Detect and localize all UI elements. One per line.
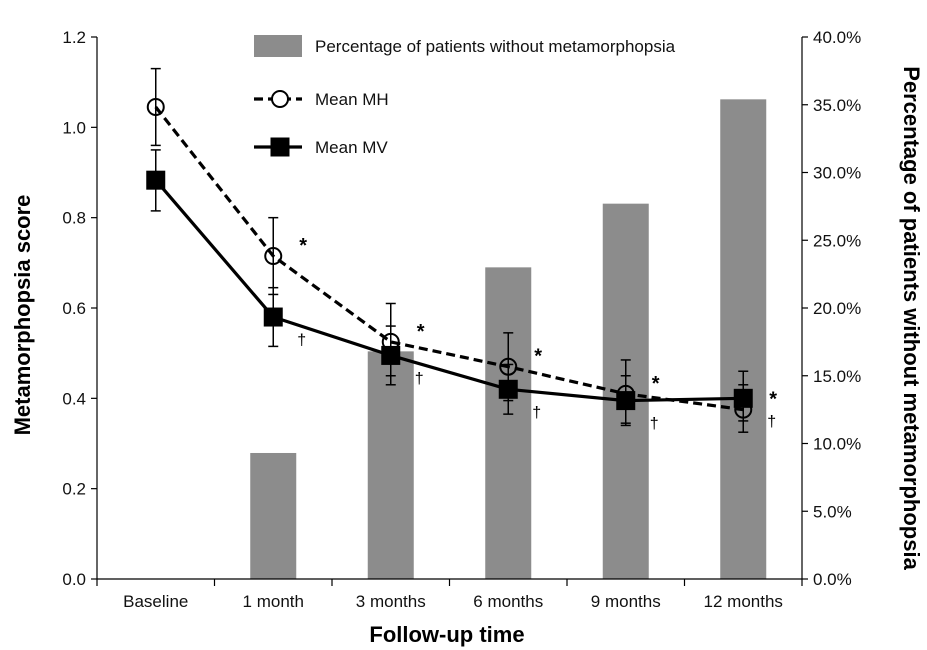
bar-5 xyxy=(720,99,767,579)
significance-0-4: * xyxy=(652,373,660,395)
y-right-tick-label-0: 0.0% xyxy=(813,570,852,589)
series-line-1 xyxy=(154,179,744,403)
significance-1-2: † xyxy=(415,370,424,387)
x-tick-label-4: 9 months xyxy=(591,592,661,611)
legend-mh-marker xyxy=(271,90,289,108)
y-left-tick-label-0: 0.0 xyxy=(62,570,86,589)
y-left-tick-label-4: 0.8 xyxy=(62,209,86,228)
y-axis-right-title: Percentage of patients without metamorph… xyxy=(899,66,924,570)
bar-3 xyxy=(485,267,532,579)
x-tick-label-1: 1 month xyxy=(243,592,304,611)
x-tick-label-2: 3 months xyxy=(356,592,426,611)
significance-1-4: † xyxy=(650,416,659,433)
y-left-tick-label-6: 1.2 xyxy=(62,28,86,47)
x-axis-title: Follow-up time xyxy=(369,622,524,647)
bars-layer xyxy=(250,99,767,580)
y-axis-left-title: Metamorphopsia score xyxy=(10,195,35,436)
bar-1 xyxy=(250,452,297,579)
point-1-3 xyxy=(498,379,518,399)
axes-layer: 0.0 0.2 0.4 0.6 0.8 1.0 1.2 0.0% 5.0% 10.0% 15.0% 2… xyxy=(62,28,861,611)
significance-1-1: † xyxy=(297,332,306,349)
y-left-tick-label-3: 0.6 xyxy=(62,299,86,318)
legend-mv-label: Mean MV xyxy=(315,138,388,157)
significance-1-3: † xyxy=(532,404,541,421)
bar-2 xyxy=(367,351,414,579)
x-tick-label-5: 12 months xyxy=(704,592,783,611)
y-right-tick-label-4: 20.0% xyxy=(813,299,861,318)
x-tick-label-3: 6 months xyxy=(473,592,543,611)
y-left-tick-label-2: 0.4 xyxy=(62,389,86,408)
legend-mh-label: Mean MH xyxy=(315,90,389,109)
x-tick-label-0: Baseline xyxy=(123,592,188,611)
y-right-tick-label-1: 5.0% xyxy=(813,502,852,521)
y-right-tick-label-3: 15.0% xyxy=(813,367,861,386)
point-1-1 xyxy=(263,307,283,327)
significance-0-3: * xyxy=(534,346,542,368)
series-line-0 xyxy=(154,106,744,412)
series-1: † † † † † xyxy=(146,149,776,433)
point-1-5 xyxy=(733,388,753,408)
y-left-tick-label-5: 1.0 xyxy=(62,118,86,137)
point-0-0 xyxy=(146,98,165,117)
legend-bar-label: Percentage of patients without metamorph… xyxy=(315,37,676,56)
point-1-0 xyxy=(146,170,166,190)
significance-0-5: * xyxy=(769,389,777,411)
y-right-tick-label-5: 25.0% xyxy=(813,231,861,250)
legend-mv-marker xyxy=(270,137,290,157)
y-right-tick-label-2: 10.0% xyxy=(813,435,861,454)
y-right-tick-label-8: 40.0% xyxy=(813,28,861,47)
significance-0-2: * xyxy=(417,321,425,343)
point-1-4 xyxy=(616,391,636,411)
y-right-tick-label-6: 30.0% xyxy=(813,164,861,183)
point-1-2 xyxy=(381,345,401,365)
legend-bar-swatch xyxy=(254,35,302,57)
series-layer: * * * * * † † † † † xyxy=(146,67,777,433)
y-right-tick-label-7: 35.0% xyxy=(813,96,861,115)
point-0-1 xyxy=(264,247,283,266)
y-left-tick-label-1: 0.2 xyxy=(62,480,86,499)
legend: Percentage of patients without metamorph… xyxy=(254,35,676,157)
significance-0-1: * xyxy=(299,235,307,257)
significance-1-5: † xyxy=(767,413,776,430)
